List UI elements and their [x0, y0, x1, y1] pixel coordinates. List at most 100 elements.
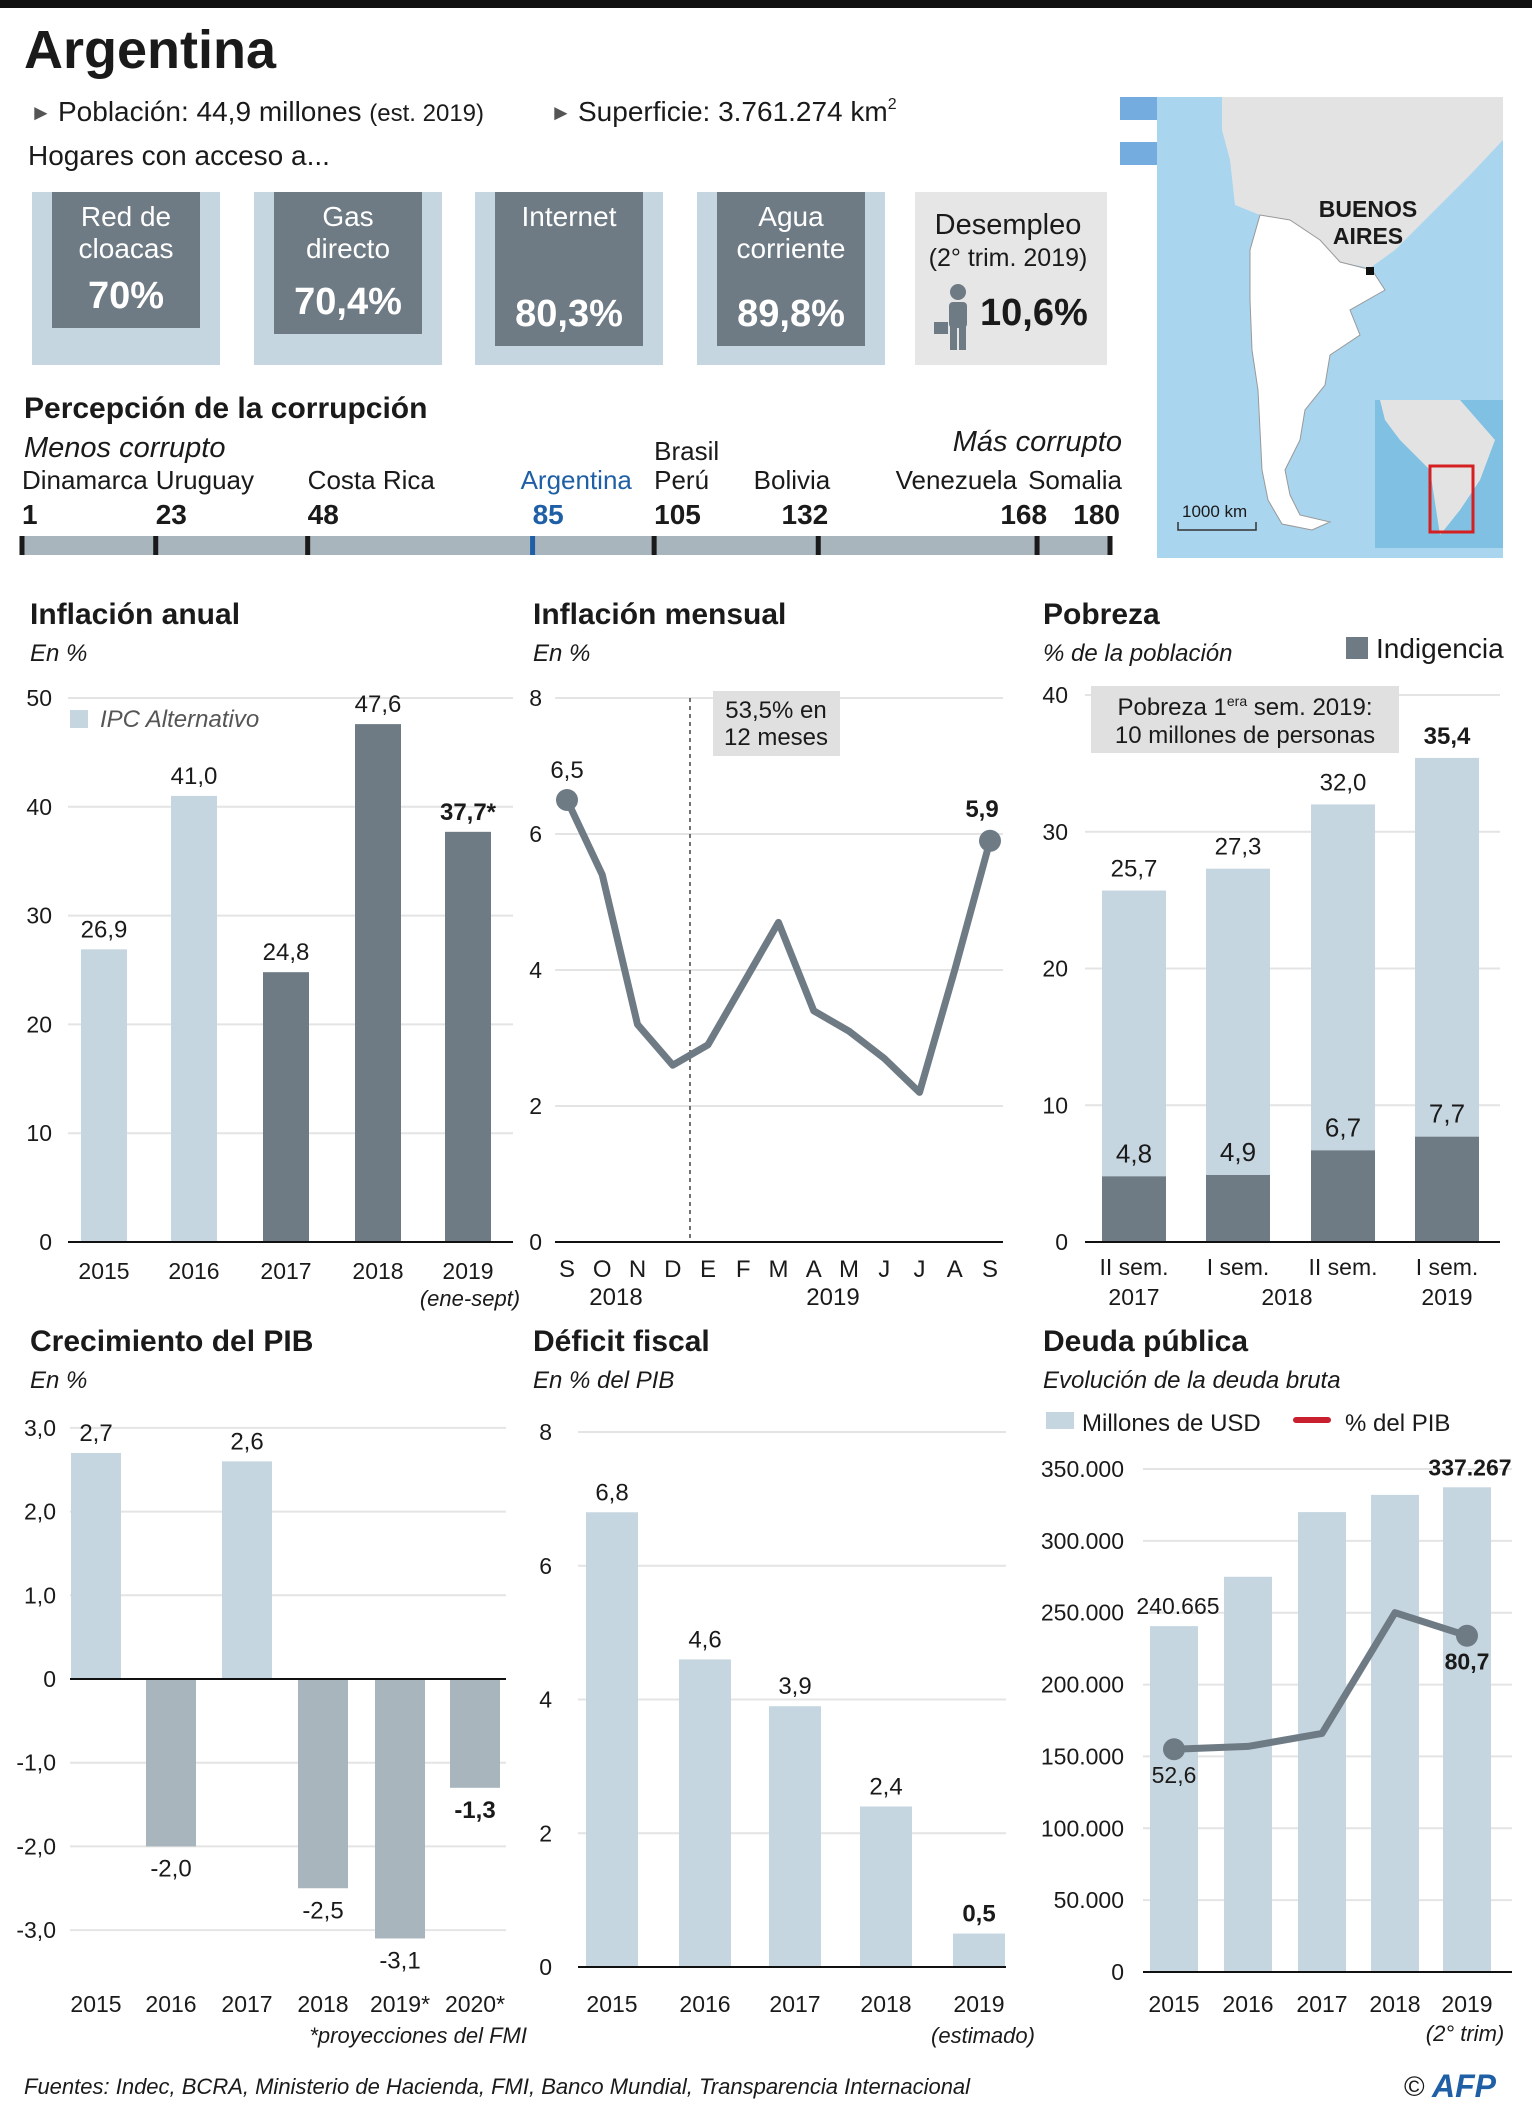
annotation-box: [1091, 686, 1399, 753]
bar-indigencia: [1311, 1150, 1375, 1242]
y-tick-label: -3,0: [16, 1917, 56, 1943]
x-tick-label: 2018: [860, 1991, 911, 2017]
x-tick-label: 2017: [260, 1258, 311, 1284]
x-tick-label: S: [982, 1256, 998, 1283]
x-tick-label: 2020*: [445, 1991, 505, 2017]
data-point: [1163, 1738, 1185, 1761]
y-tick-label: -1,0: [16, 1750, 56, 1776]
y-tick-label: 30: [26, 903, 52, 929]
y-tick-label: 40: [1042, 682, 1068, 708]
y-tick-label: 150.000: [1041, 1743, 1124, 1769]
y-tick-label: 350.000: [1041, 1456, 1124, 1482]
bar: [679, 1659, 731, 1967]
map: BUENOS AIRES 1000 km: [1157, 97, 1503, 558]
area: Superficie: 3.761.274 km2: [578, 96, 897, 127]
area-value: Superficie: 3.761.274 km: [578, 96, 888, 127]
unemployment-value: 10,6%: [980, 292, 1088, 334]
bar-value-label: 32,0: [1320, 769, 1367, 796]
y-tick-label: 250.000: [1041, 1600, 1124, 1626]
y-tick-label: 40: [26, 794, 52, 820]
x-tick-label: 2019: [953, 1991, 1004, 2017]
access-value: 70,4%: [294, 281, 402, 323]
y-tick-label: 6: [539, 1553, 552, 1579]
x-tick-label: M: [769, 1256, 789, 1283]
x-tick-label: 2017: [1296, 1991, 1347, 2017]
x-tick-label: J: [914, 1256, 926, 1283]
legend-label: Millones de USD: [1082, 1410, 1261, 1437]
bar: [71, 1453, 121, 1679]
chart-note: *proyecciones del FMI: [309, 2023, 527, 2048]
bar-value-label: 25,7: [1111, 856, 1158, 883]
buenos-aires-marker: [1366, 267, 1374, 275]
point-label: 5,9: [965, 796, 998, 823]
y-tick-label: 10: [26, 1120, 52, 1146]
sources: Fuentes: Indec, BCRA, Ministerio de Haci…: [24, 2074, 971, 2099]
y-tick-label: 30: [1042, 819, 1068, 845]
bar: [450, 1679, 500, 1788]
corruption-tick: [1107, 536, 1113, 555]
chart-deuda-publica: Deuda pública Evolución de la deuda bruta…: [1041, 1325, 1512, 2046]
corruption-tick: [1034, 536, 1040, 555]
chart-inflacion-anual: Inflación anual En % 0 10 20 30 40 50 26,9 2015 41…: [26, 598, 520, 1311]
x-tick-label: F: [736, 1256, 751, 1283]
x-tick-label: II sem.: [1308, 1254, 1377, 1280]
access-value: 70%: [88, 275, 164, 317]
bar: [1371, 1494, 1419, 1972]
x-tick-label: 2019: [442, 1258, 493, 1284]
bar-indigencia: [1206, 1174, 1270, 1242]
x-tick-label: 2019: [1421, 1284, 1472, 1310]
country-rank: 1: [22, 499, 38, 530]
bar-value-label: 3,9: [778, 1673, 811, 1700]
corruption-tick: [305, 536, 311, 555]
bar-value-label: 240.665: [1136, 1593, 1219, 1619]
access-label: Agua: [758, 201, 824, 232]
unemployment-period: (2° trim. 2019): [929, 244, 1088, 272]
access-label: Red de: [81, 201, 171, 232]
chart-title: Inflación anual: [30, 598, 240, 631]
chart-note: (estimado): [931, 2023, 1035, 2048]
point-label: 52,6: [1152, 1762, 1197, 1788]
country-name: Venezuela: [896, 465, 1018, 495]
chart-crecimiento-pib: Crecimiento del PIB En % 3,0 2,0 1,0 0 -1,0 -2,…: [16, 1325, 527, 2048]
y-tick-label: 3,0: [24, 1415, 56, 1441]
x-tick-label: 2018: [352, 1258, 403, 1284]
y-tick-label: 0: [1111, 1959, 1124, 1985]
households-intro: Hogares con acceso a...: [28, 140, 330, 171]
access-box-fill: [52, 192, 200, 328]
x-tick-label: 2016: [1222, 1991, 1273, 2017]
corruption-title: Percepción de la corrupción: [24, 392, 427, 425]
more-corrupt-label: Más corrupto: [953, 426, 1122, 458]
x-tick-label: S: [559, 1256, 575, 1283]
corruption-tick: [530, 536, 536, 555]
legend-swatch: [1046, 1412, 1074, 1429]
y-tick-label: 0: [529, 1229, 542, 1255]
x-tick-label: M: [839, 1256, 859, 1283]
legend-swatch: [1346, 637, 1368, 659]
x-tick-label: 2016: [168, 1258, 219, 1284]
x-tick-label: I sem.: [1416, 1254, 1479, 1280]
country-rank: 85: [533, 499, 564, 530]
bar-value-label: 6,8: [595, 1479, 628, 1506]
corruption-tick: [815, 536, 821, 555]
year-label: 2019: [806, 1284, 859, 1311]
y-tick-label: 2: [539, 1820, 552, 1846]
city-label: AIRES: [1333, 223, 1403, 249]
corruption-country: Bolivia 132: [754, 465, 831, 555]
y-tick-label: 8: [529, 685, 542, 711]
x-tick-label: 2015: [586, 1991, 637, 2017]
country-name: Argentina: [521, 465, 633, 495]
country-name: Uruguay: [156, 465, 254, 495]
corruption-country: Uruguay 23: [153, 465, 254, 555]
access-label: corriente: [737, 233, 846, 264]
bar: [586, 1512, 638, 1967]
legend-label: IPC Alternativo: [100, 706, 259, 733]
top-bar: [0, 0, 1532, 8]
chart-title: Deuda pública: [1043, 1325, 1248, 1358]
country-rank: 105: [654, 499, 701, 530]
y-tick-label: 2,0: [24, 1499, 56, 1525]
access-value: 89,8%: [737, 293, 845, 335]
